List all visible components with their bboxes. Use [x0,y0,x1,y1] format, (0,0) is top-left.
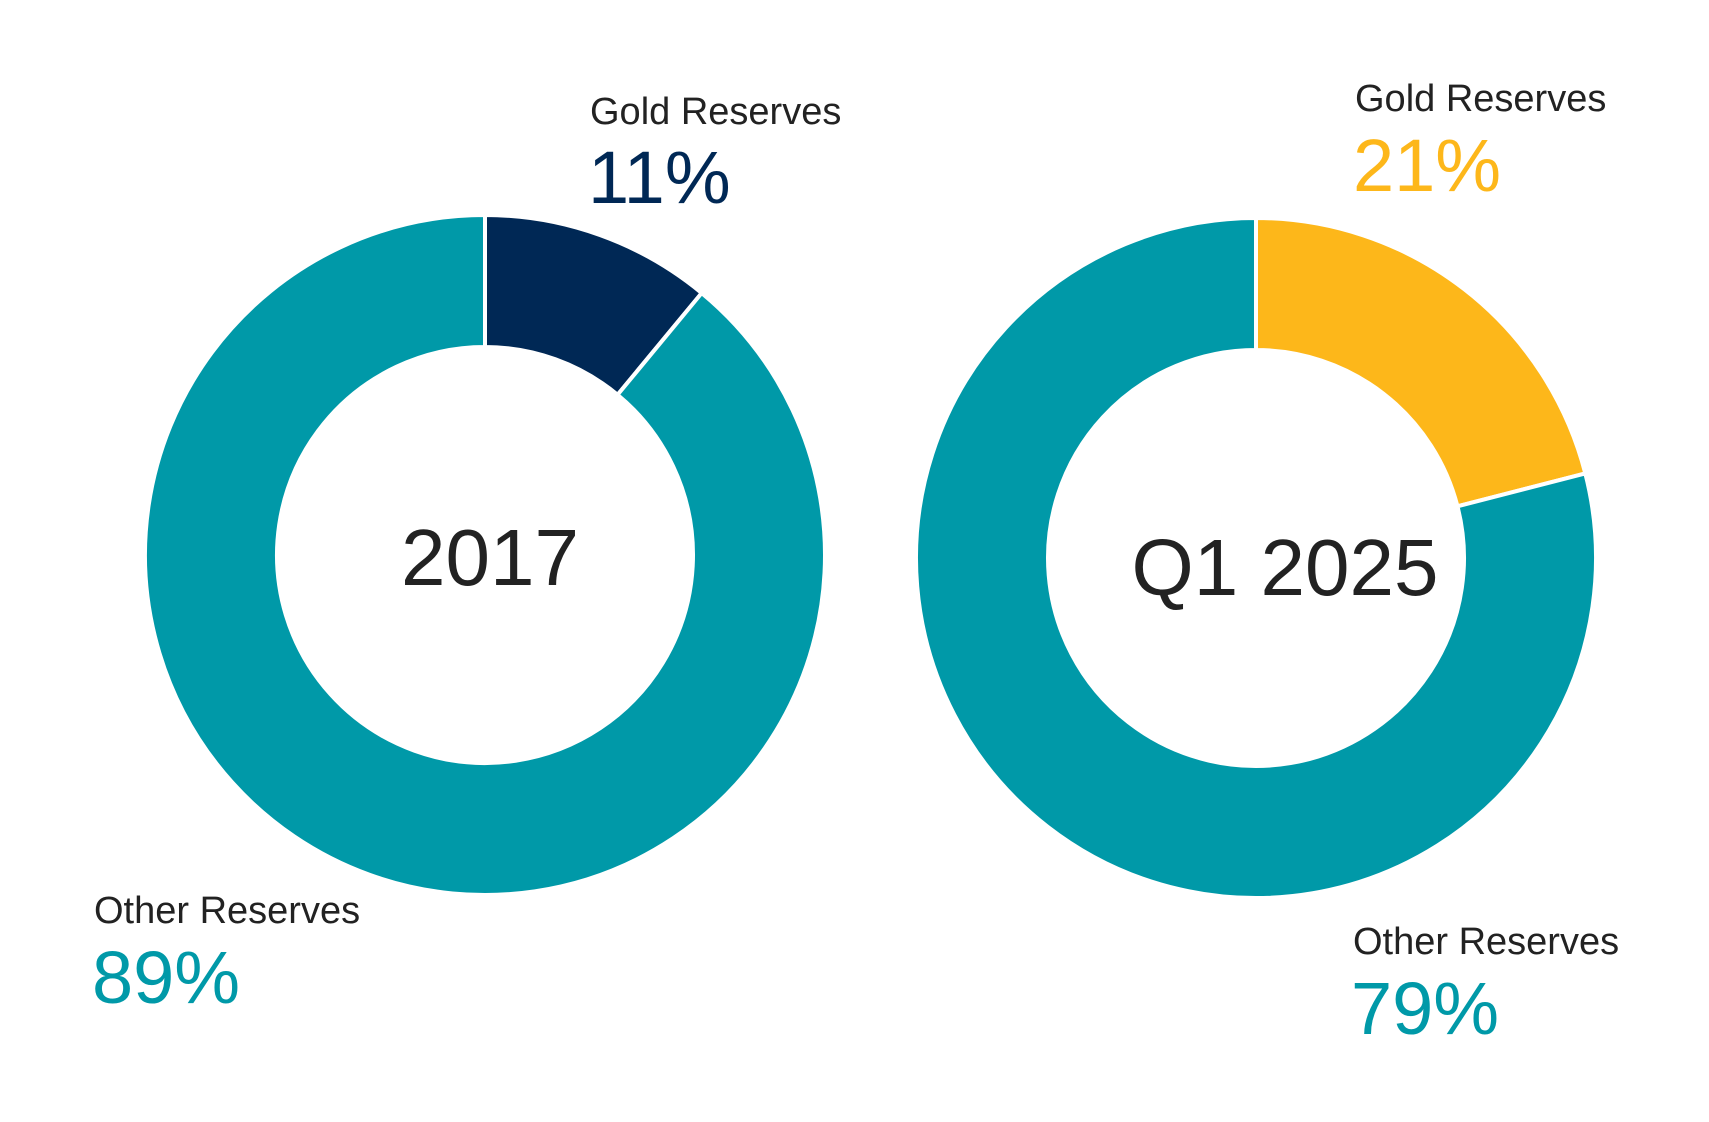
donut-chart-2017: 2017 Gold Reserves 11% Other Reserves 89… [92,91,841,1019]
slice-gold-reserves-q1-2025 [1254,215,1588,509]
value-gold-reserves-q1-2025: 21% [1353,124,1501,207]
slice-other-reserves-2017 [143,212,827,897]
center-label-2017: 2017 [401,513,579,602]
label-other-reserves-2017: Other Reserves [94,890,360,932]
label-gold-reserves-q1-2025: Gold Reserves [1355,78,1606,120]
value-gold-reserves-2017: 11% [588,136,731,219]
label-gold-reserves-2017: Gold Reserves [590,91,841,133]
donut-chart-q1-2025: Q1 2025 Gold Reserves 21% Other Reserves… [914,78,1619,1050]
label-other-reserves-q1-2025: Other Reserves [1353,921,1619,963]
value-other-reserves-q1-2025: 79% [1351,967,1499,1050]
value-other-reserves-2017: 89% [92,936,240,1019]
slice-other-reserves-q1-2025 [914,215,1598,900]
center-label-q1-2025: Q1 2025 [1132,523,1439,612]
